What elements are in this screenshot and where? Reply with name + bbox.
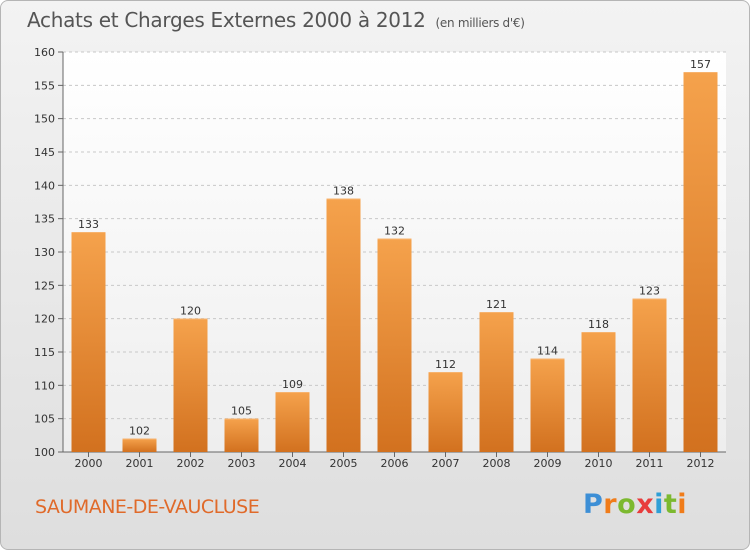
bar-2003 xyxy=(224,418,259,452)
y-tick-label: 130 xyxy=(34,246,55,259)
y-tick-label: 135 xyxy=(34,213,55,226)
data-label-2012: 157 xyxy=(690,58,711,71)
bar-2005 xyxy=(326,198,361,452)
data-label-2009: 114 xyxy=(537,345,558,358)
chart-title-row: Achats et Charges Externes 2000 à 2012 (e… xyxy=(27,8,525,32)
data-label-2001: 102 xyxy=(129,425,150,438)
bar-2001 xyxy=(122,438,157,452)
logo-letter: P xyxy=(583,489,604,520)
y-tick-label: 105 xyxy=(34,413,55,426)
y-tick-label: 160 xyxy=(34,46,55,59)
chart-subtitle: (en milliers d'€) xyxy=(435,16,525,30)
x-tick-label-2007: 2007 xyxy=(432,457,460,470)
y-tick-label: 145 xyxy=(34,146,55,159)
x-tick-label-2004: 2004 xyxy=(279,457,307,470)
logo-letter: x xyxy=(636,489,655,520)
data-label-2000: 133 xyxy=(78,218,99,231)
data-label-2011: 123 xyxy=(639,285,660,298)
bar-2009 xyxy=(530,358,565,452)
data-label-2008: 121 xyxy=(486,298,507,311)
x-tick-label-2009: 2009 xyxy=(534,457,562,470)
y-tick-label: 155 xyxy=(34,79,55,92)
x-tick-label-2006: 2006 xyxy=(381,457,409,470)
data-label-2005: 138 xyxy=(333,185,354,198)
logo-letter: o xyxy=(617,489,637,520)
bar-2006 xyxy=(377,238,412,452)
x-tick-label-2001: 2001 xyxy=(126,457,154,470)
data-label-2003: 105 xyxy=(231,405,252,418)
data-label-2010: 118 xyxy=(588,318,609,331)
y-tick-label: 110 xyxy=(34,379,55,392)
x-tick-label-2011: 2011 xyxy=(636,457,664,470)
bar-2012 xyxy=(683,72,718,452)
bar-2000 xyxy=(71,232,106,452)
x-tick-label-2000: 2000 xyxy=(75,457,103,470)
logo-letter: t xyxy=(663,489,678,520)
data-label-2004: 109 xyxy=(282,378,303,391)
logo-letter: i xyxy=(677,489,688,520)
logo-letter: i xyxy=(654,489,664,520)
bar-2011 xyxy=(632,298,667,452)
y-tick-label: 115 xyxy=(34,346,55,359)
x-tick-label-2012: 2012 xyxy=(687,457,715,470)
bar-2002 xyxy=(173,318,208,452)
proxiti-logo: Proxiti xyxy=(583,489,687,520)
y-tick-label: 140 xyxy=(34,179,55,192)
data-label-2007: 112 xyxy=(435,358,456,371)
logo-letter: r xyxy=(603,489,618,520)
bar-2007 xyxy=(428,372,463,452)
commune-name: SAUMANE-DE-VAUCLUSE xyxy=(35,496,260,518)
bar-2008 xyxy=(479,312,514,452)
x-tick-label-2003: 2003 xyxy=(228,457,256,470)
y-tick-label: 125 xyxy=(34,279,55,292)
y-tick-label: 120 xyxy=(34,313,55,326)
data-label-2006: 132 xyxy=(384,225,405,238)
y-tick-label: 100 xyxy=(34,446,55,459)
x-tick-label-2002: 2002 xyxy=(177,457,205,470)
bar-2010 xyxy=(581,332,616,452)
x-tick-label-2008: 2008 xyxy=(483,457,511,470)
x-tick-label-2010: 2010 xyxy=(585,457,613,470)
y-tick-label: 150 xyxy=(34,113,55,126)
chart-title: Achats et Charges Externes 2000 à 2012 xyxy=(27,8,426,32)
bar-2004 xyxy=(275,392,310,452)
x-tick-label-2005: 2005 xyxy=(330,457,358,470)
data-label-2002: 120 xyxy=(180,305,201,318)
